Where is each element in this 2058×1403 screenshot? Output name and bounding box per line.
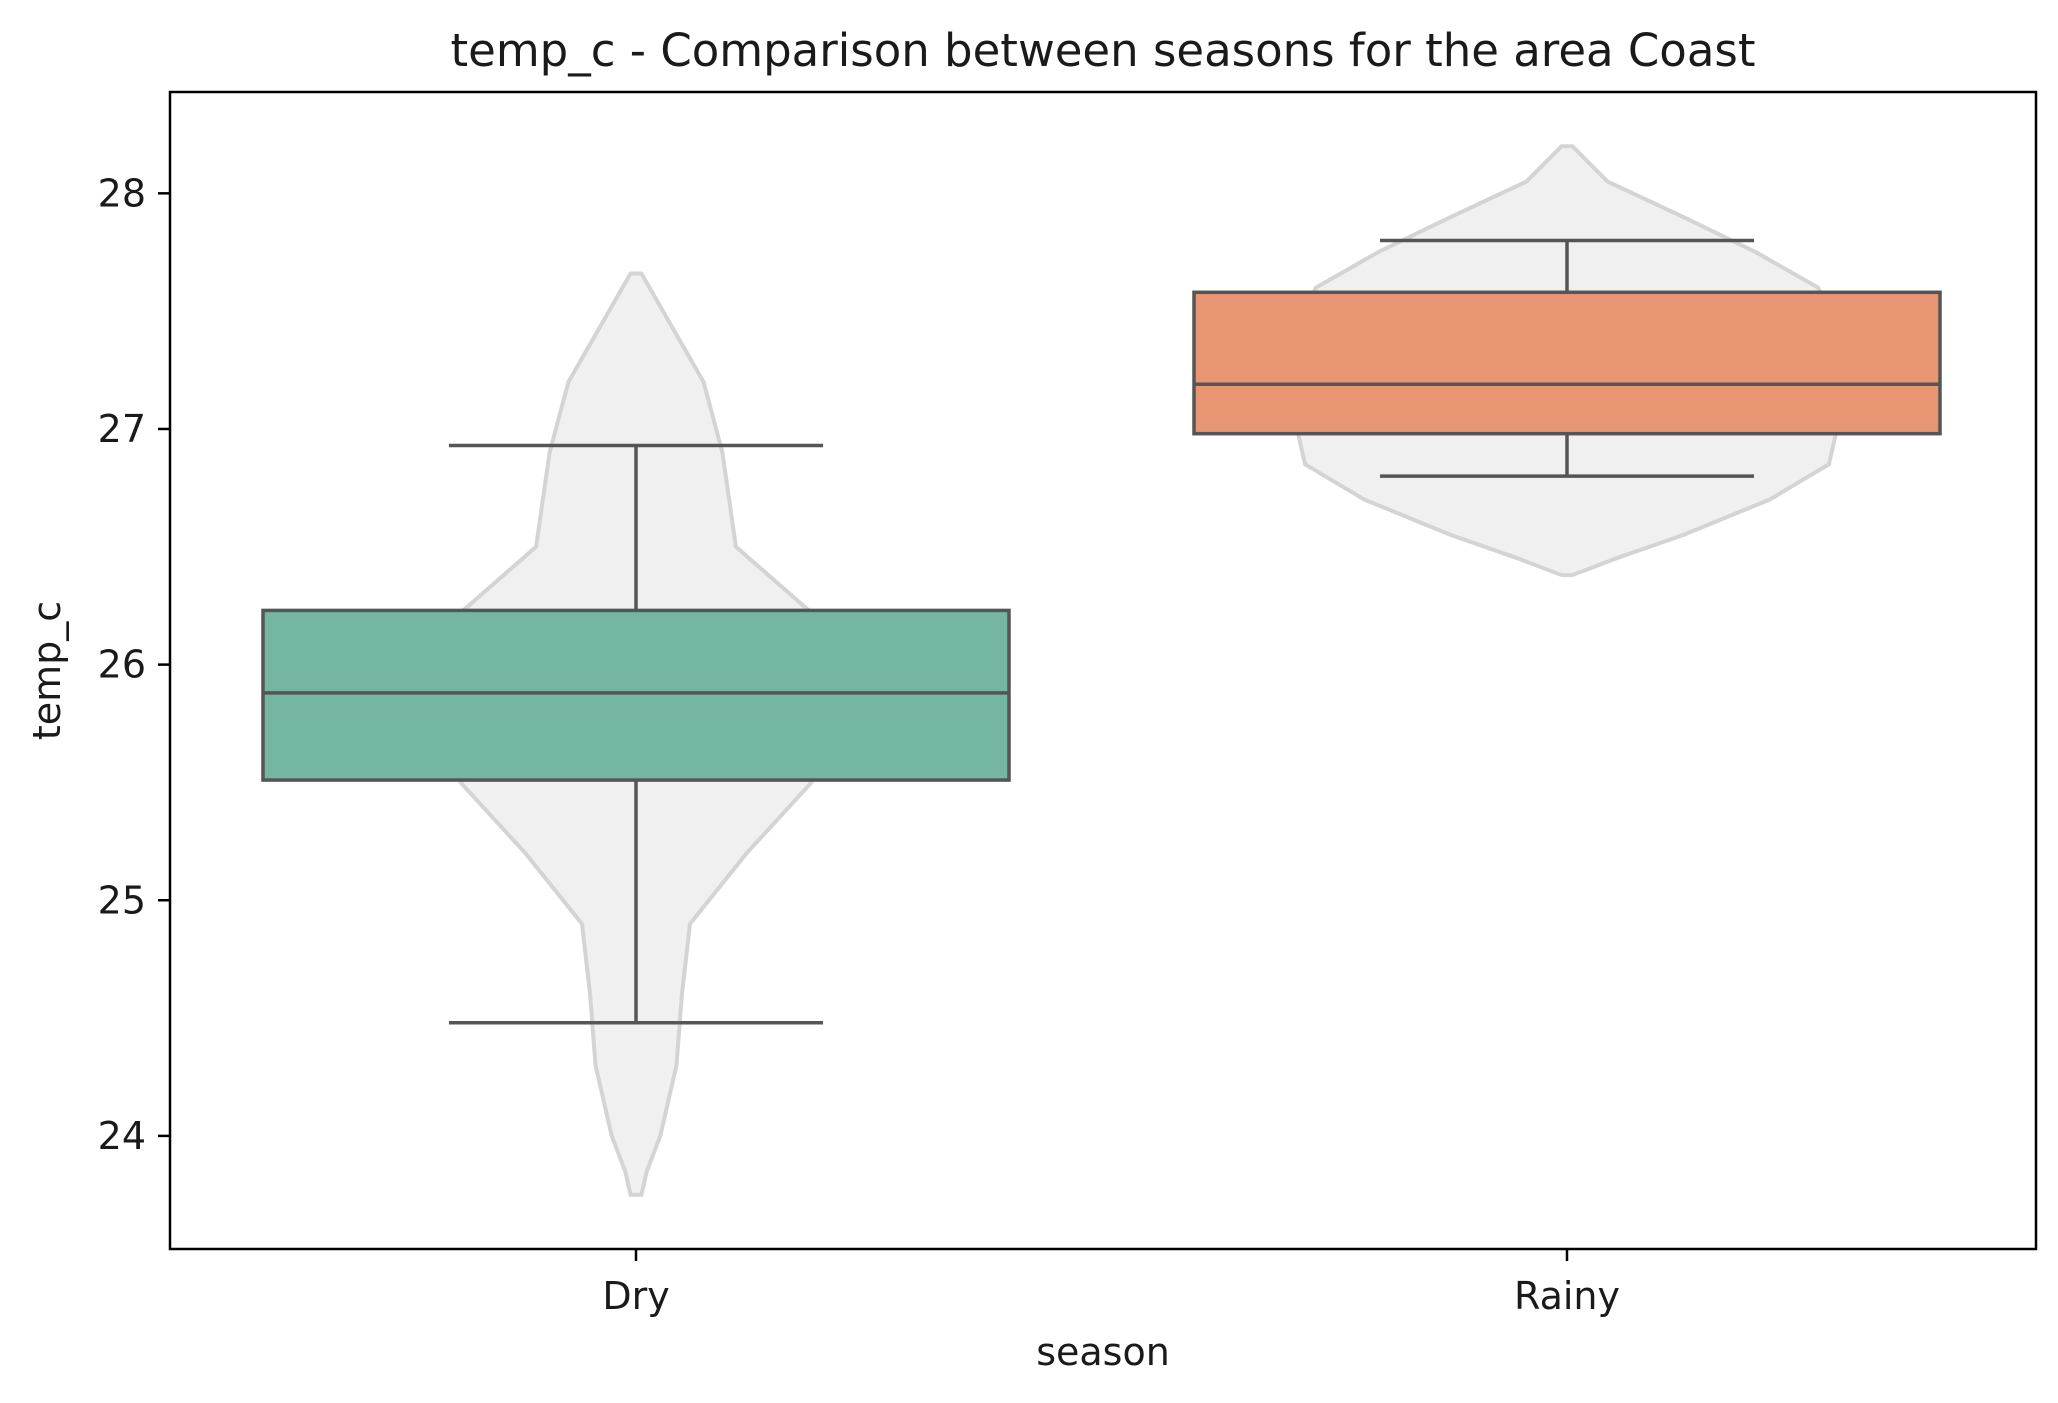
y-tick-label: 26 xyxy=(98,643,146,687)
x-tick-label: Rainy xyxy=(1514,1274,1620,1318)
box-iqr xyxy=(1192,290,1942,436)
chart-title: temp_c - Comparison between seasons for … xyxy=(451,24,1756,77)
plot-frame xyxy=(168,90,2038,1251)
y-tick-label: 24 xyxy=(98,1114,146,1158)
x-tick-label: Dry xyxy=(602,1274,669,1318)
y-tick-label: 28 xyxy=(98,171,146,215)
y-tick-label: 27 xyxy=(98,407,146,451)
x-axis-label: season xyxy=(1036,1330,1170,1374)
box-iqr xyxy=(261,608,1011,782)
y-axis-label: temp_c xyxy=(25,601,69,740)
boxplot-dry xyxy=(261,443,1011,1025)
y-axis: 24 25 26 27 28 xyxy=(98,171,170,1158)
boxplot-rainy xyxy=(1192,238,1942,478)
box-layer xyxy=(261,238,1942,1025)
x-axis: Dry Rainy xyxy=(602,1249,1620,1318)
y-tick-label: 25 xyxy=(98,878,146,922)
